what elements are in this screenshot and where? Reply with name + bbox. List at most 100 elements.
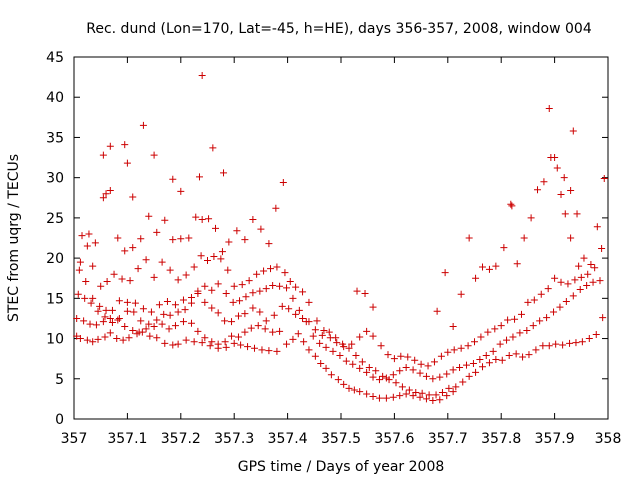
data-point [169,175,177,183]
data-point [540,178,548,186]
data-point [591,264,599,272]
data-point [208,338,216,346]
data-point [443,370,451,378]
data-point [194,327,202,335]
y-tick-label: 0 [55,412,64,428]
data-point [161,216,169,224]
data-point [182,336,190,344]
data-point [305,298,313,306]
data-point [194,287,202,295]
data-point [272,204,280,212]
data-point [166,311,174,319]
data-point [177,187,185,195]
data-point [375,376,383,384]
data-point [316,339,324,347]
data-point [503,336,511,344]
data-point [214,340,222,348]
data-point [452,383,460,391]
data-point [598,244,606,252]
data-point [115,314,123,322]
data-point [106,187,114,195]
data-point [106,314,114,322]
data-point [322,343,330,351]
data-point [208,286,216,294]
data-point [233,227,241,235]
data-point [539,342,547,350]
data-point [491,325,499,333]
data-point [369,332,377,340]
data-point [150,151,158,159]
data-point [363,368,371,376]
data-point [449,388,457,396]
x-tick-label: 357.5 [321,431,361,447]
data-point [76,335,84,343]
data-point [119,336,127,344]
data-point [267,265,275,273]
data-point [126,277,134,285]
data-point [441,269,449,277]
data-point [572,339,580,347]
data-point [471,338,478,346]
data-point [87,299,95,307]
data-point [292,310,300,318]
data-point [142,325,150,333]
data-point [585,335,593,343]
data-point [527,214,535,222]
data-point [476,355,484,363]
data-point [492,262,500,270]
data-point [417,360,425,368]
data-point [94,335,102,343]
data-point [115,297,123,305]
data-point [123,307,131,315]
data-point [485,359,493,367]
data-point [392,379,400,387]
data-point [89,294,97,302]
data-point [155,301,163,309]
data-point [389,371,397,379]
data-point [592,331,600,339]
data-point [250,344,258,352]
data-point [551,154,559,162]
data-point [365,364,373,372]
data-point [507,200,515,208]
data-point [390,355,398,363]
data-point [465,372,473,380]
data-point [241,328,249,336]
data-point [342,357,350,365]
data-point [129,193,137,201]
data-point [505,351,513,359]
data-point [94,307,102,315]
data-point [292,283,300,291]
data-point [265,347,273,355]
x-tick-label: 358 [595,431,622,447]
data-point [363,327,371,335]
data-point [512,350,520,358]
data-point [596,277,604,285]
data-point [529,322,537,330]
data-point [270,311,278,319]
data-point [185,234,193,242]
data-point [389,393,397,401]
data-point [444,348,452,356]
data-point [349,360,357,368]
data-point [217,255,225,263]
data-point [418,389,426,397]
data-point [177,235,185,243]
data-point [416,393,424,401]
data-point [587,261,595,269]
data-point [482,351,490,359]
data-point [118,275,126,283]
data-point [278,302,286,310]
data-point [599,314,607,322]
data-point [532,346,540,354]
y-tick-label: 40 [46,90,64,106]
data-point [225,238,233,246]
data-point [543,314,551,322]
data-point [422,372,430,380]
data-point [106,329,114,337]
data-point [465,234,473,242]
data-point [108,306,116,314]
data-points [73,72,608,404]
data-point [208,304,216,312]
data-point [73,332,81,340]
